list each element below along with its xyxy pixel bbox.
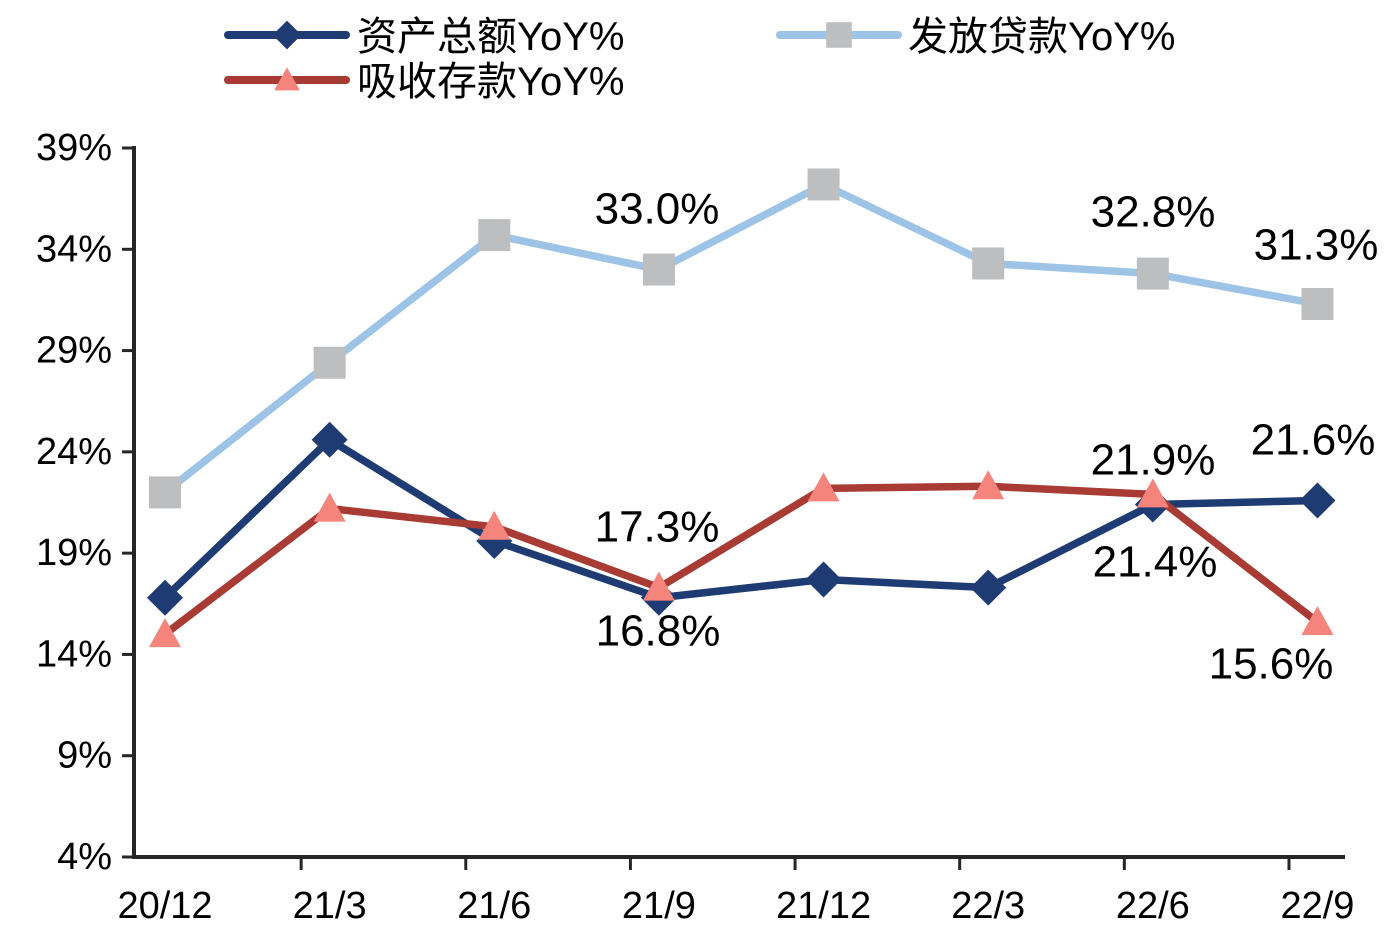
data-label: 21.6% (1251, 416, 1376, 465)
series-2-triangle-marker (149, 618, 181, 648)
series-0-diamond-marker (311, 421, 348, 458)
x-axis-tick-label: 22/9 (1280, 885, 1354, 927)
series-1-line (161, 180, 1322, 497)
y-axis-tick-label: 9% (57, 735, 112, 777)
series-0-diamond-marker (805, 561, 842, 598)
x-axis-tick-label: 21/3 (293, 885, 367, 927)
series-2-triangle-marker (478, 510, 511, 540)
series-2-triangle-marker (1301, 606, 1334, 636)
series-1-square-marker (1301, 287, 1334, 320)
legend-1-square-marker (826, 22, 852, 48)
y-axis-tick-label: 19% (36, 532, 112, 574)
series-2-line (161, 482, 1322, 638)
x-axis-tick-label: 20/12 (117, 885, 212, 927)
series-1-square-marker (1136, 257, 1169, 290)
series-1-square-marker (149, 476, 181, 509)
series-1-square-marker (313, 346, 346, 379)
series-1-square-marker (807, 168, 840, 201)
series-0-line (161, 435, 1322, 602)
series-0-diamond-marker (1299, 482, 1336, 519)
series-0-diamond-marker (147, 579, 183, 616)
x-axis-tick-label: 21/12 (776, 885, 871, 927)
x-axis-tick-label: 21/6 (457, 885, 531, 927)
series-1-square-marker (478, 219, 511, 252)
series-1-square-marker (642, 253, 675, 286)
y-axis-tick-label: 39% (36, 127, 112, 169)
y-axis-tick-label: 24% (36, 431, 112, 473)
y-axis-tick-label: 4% (57, 836, 112, 878)
y-axis-tick-label: 34% (36, 228, 112, 270)
series-2-triangle-marker (642, 571, 675, 601)
x-axis-tick-label: 22/6 (1116, 885, 1190, 927)
series-2-triangle-marker (313, 492, 346, 522)
data-label: 21.9% (1091, 436, 1216, 485)
legend-2-triangle-marker (274, 67, 300, 91)
legend-item-label: 资产总额YoY% (357, 15, 625, 59)
series-2-triangle-marker (807, 472, 840, 502)
legend-0-diamond-marker (272, 20, 302, 50)
x-axis-tick-label: 22/3 (951, 885, 1025, 927)
data-label: 21.4% (1093, 538, 1218, 587)
series-0-diamond-marker (970, 569, 1007, 606)
data-label: 17.3% (595, 503, 720, 552)
data-label: 15.6% (1209, 640, 1334, 689)
legend-item-label: 发放贷款YoY% (908, 15, 1176, 59)
data-label: 33.0% (595, 185, 720, 234)
data-label: 16.8% (596, 607, 721, 656)
y-axis-tick-label: 14% (36, 633, 112, 675)
series-2-triangle-marker (972, 470, 1005, 500)
series-1-square-marker (972, 247, 1005, 280)
series-2-triangle-marker (1136, 478, 1169, 508)
y-axis-tick-label: 29% (36, 330, 112, 372)
data-label: 31.3% (1254, 221, 1379, 270)
legend-item-label: 吸收存款YoY% (357, 60, 625, 104)
x-axis-tick-label: 21/9 (622, 885, 696, 927)
data-label: 32.8% (1091, 188, 1216, 237)
